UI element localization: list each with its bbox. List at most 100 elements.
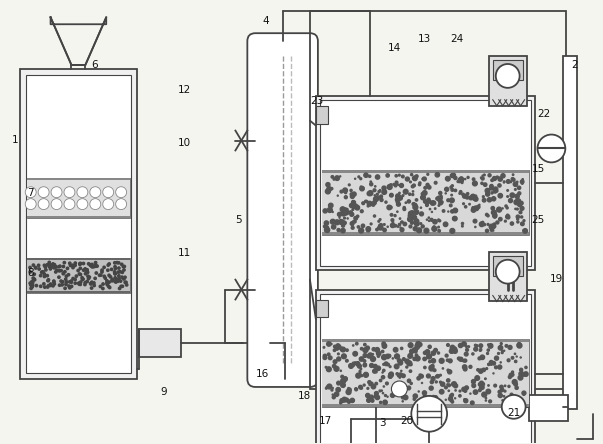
- Circle shape: [360, 387, 362, 389]
- Circle shape: [491, 192, 493, 194]
- Circle shape: [361, 210, 363, 213]
- Circle shape: [346, 360, 348, 362]
- Circle shape: [420, 207, 421, 208]
- Circle shape: [365, 200, 368, 202]
- Circle shape: [350, 212, 354, 216]
- FancyBboxPatch shape: [247, 33, 318, 387]
- Circle shape: [352, 364, 355, 366]
- Circle shape: [449, 349, 454, 353]
- Circle shape: [382, 342, 385, 345]
- Circle shape: [448, 390, 449, 392]
- Circle shape: [407, 200, 411, 203]
- Circle shape: [461, 226, 463, 227]
- Circle shape: [71, 285, 73, 288]
- Circle shape: [382, 186, 386, 190]
- Circle shape: [34, 267, 37, 269]
- Circle shape: [502, 350, 503, 352]
- Circle shape: [397, 391, 402, 395]
- Circle shape: [498, 194, 502, 198]
- Circle shape: [475, 207, 478, 210]
- Circle shape: [502, 395, 526, 419]
- Circle shape: [31, 284, 34, 286]
- Circle shape: [402, 396, 404, 399]
- Circle shape: [358, 176, 360, 178]
- Circle shape: [459, 178, 461, 179]
- Circle shape: [32, 264, 34, 266]
- Circle shape: [511, 399, 516, 403]
- Circle shape: [462, 342, 466, 346]
- Circle shape: [394, 214, 396, 217]
- Circle shape: [110, 268, 113, 270]
- Circle shape: [114, 273, 116, 275]
- Circle shape: [482, 222, 484, 223]
- Circle shape: [504, 181, 505, 182]
- Circle shape: [46, 264, 48, 266]
- Circle shape: [333, 345, 336, 348]
- Circle shape: [347, 400, 350, 403]
- Circle shape: [423, 394, 426, 396]
- Circle shape: [488, 364, 490, 365]
- Circle shape: [490, 187, 493, 190]
- Circle shape: [415, 199, 418, 201]
- Circle shape: [403, 222, 406, 226]
- Circle shape: [406, 366, 408, 368]
- Circle shape: [40, 285, 42, 288]
- Circle shape: [473, 219, 477, 223]
- Circle shape: [368, 353, 373, 357]
- Circle shape: [363, 384, 365, 386]
- Circle shape: [431, 377, 435, 381]
- Circle shape: [451, 189, 453, 191]
- Circle shape: [369, 384, 371, 385]
- Circle shape: [364, 363, 366, 365]
- Circle shape: [330, 187, 333, 190]
- Circle shape: [472, 178, 475, 180]
- Circle shape: [488, 344, 489, 345]
- Circle shape: [410, 211, 415, 215]
- Text: 25: 25: [532, 215, 545, 225]
- Circle shape: [82, 278, 84, 280]
- Circle shape: [408, 353, 412, 358]
- Circle shape: [410, 364, 412, 366]
- Bar: [27, 258, 130, 260]
- Circle shape: [439, 191, 442, 194]
- Circle shape: [511, 357, 514, 359]
- Circle shape: [490, 363, 492, 365]
- Circle shape: [390, 377, 391, 378]
- Circle shape: [428, 217, 429, 218]
- Circle shape: [374, 195, 376, 196]
- Circle shape: [497, 207, 502, 212]
- Circle shape: [399, 218, 400, 219]
- Circle shape: [51, 187, 62, 198]
- Circle shape: [94, 277, 96, 280]
- Bar: [316, 289, 534, 444]
- Circle shape: [49, 284, 52, 287]
- Circle shape: [352, 209, 354, 210]
- Circle shape: [341, 224, 344, 227]
- Circle shape: [350, 366, 352, 368]
- Circle shape: [125, 281, 127, 284]
- Circle shape: [335, 176, 339, 180]
- Circle shape: [523, 230, 525, 231]
- Circle shape: [81, 277, 83, 279]
- Circle shape: [370, 395, 373, 399]
- Circle shape: [339, 176, 341, 177]
- Circle shape: [77, 198, 88, 210]
- Circle shape: [453, 384, 458, 388]
- Circle shape: [108, 281, 110, 283]
- Circle shape: [350, 222, 354, 226]
- Circle shape: [414, 203, 417, 206]
- Circle shape: [464, 352, 468, 356]
- Circle shape: [409, 211, 413, 216]
- Bar: [563, 56, 577, 409]
- Circle shape: [90, 281, 93, 283]
- Circle shape: [462, 180, 463, 182]
- Circle shape: [99, 274, 102, 276]
- Circle shape: [47, 280, 49, 282]
- Circle shape: [86, 271, 89, 273]
- Circle shape: [349, 211, 352, 214]
- Circle shape: [447, 379, 450, 382]
- Circle shape: [327, 353, 330, 356]
- Circle shape: [378, 226, 383, 230]
- Circle shape: [414, 210, 418, 214]
- Circle shape: [444, 187, 449, 191]
